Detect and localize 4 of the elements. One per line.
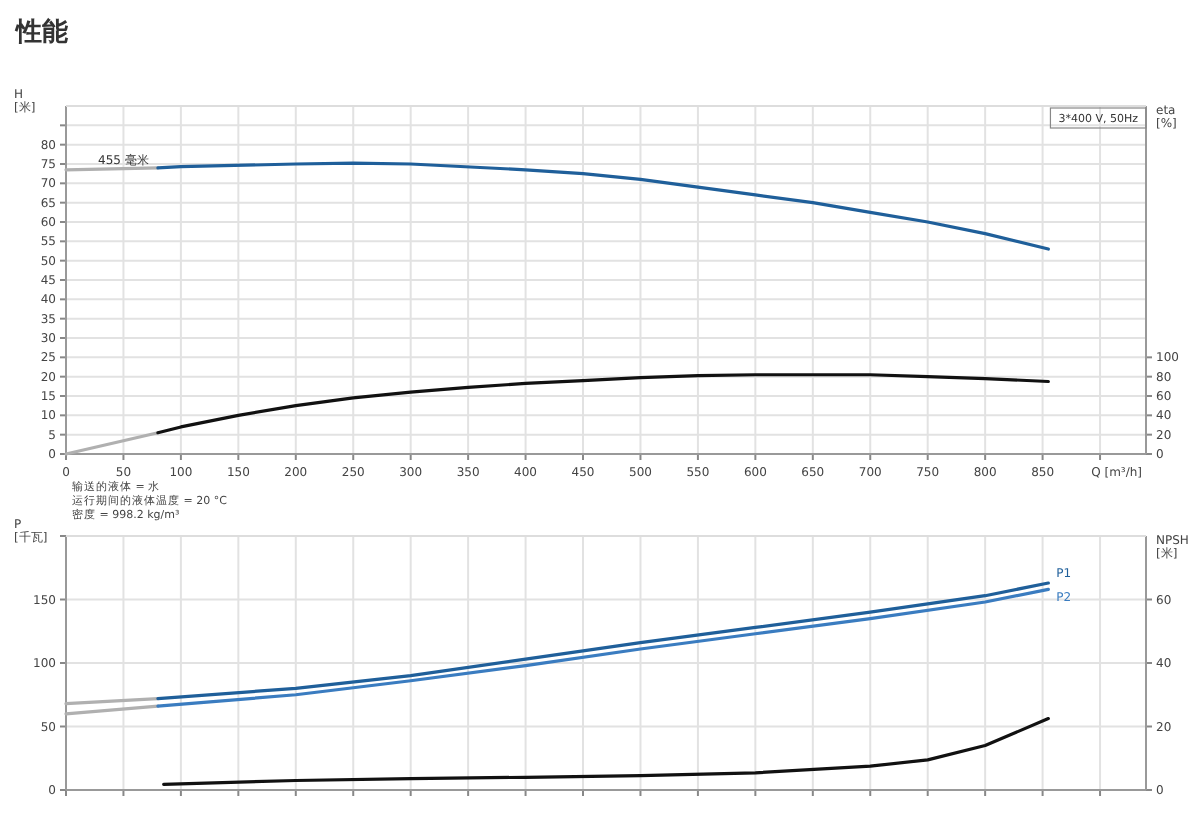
chart-title: 性能 (14, 16, 70, 48)
line-series (156, 373, 1050, 435)
line-series (162, 716, 1050, 786)
line-series (156, 161, 1050, 251)
